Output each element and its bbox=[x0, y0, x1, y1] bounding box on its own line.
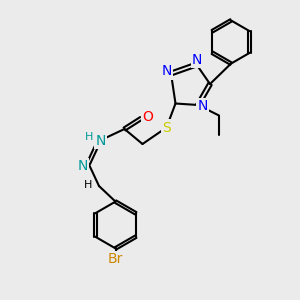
Text: H: H bbox=[85, 132, 94, 142]
Text: N: N bbox=[197, 100, 208, 113]
Text: N: N bbox=[192, 53, 202, 67]
Text: N: N bbox=[161, 64, 172, 78]
Text: N: N bbox=[95, 134, 106, 148]
Text: H: H bbox=[84, 179, 93, 190]
Text: O: O bbox=[142, 110, 153, 124]
Text: S: S bbox=[162, 121, 171, 134]
Text: Br: Br bbox=[108, 252, 123, 266]
Text: N: N bbox=[78, 160, 88, 173]
